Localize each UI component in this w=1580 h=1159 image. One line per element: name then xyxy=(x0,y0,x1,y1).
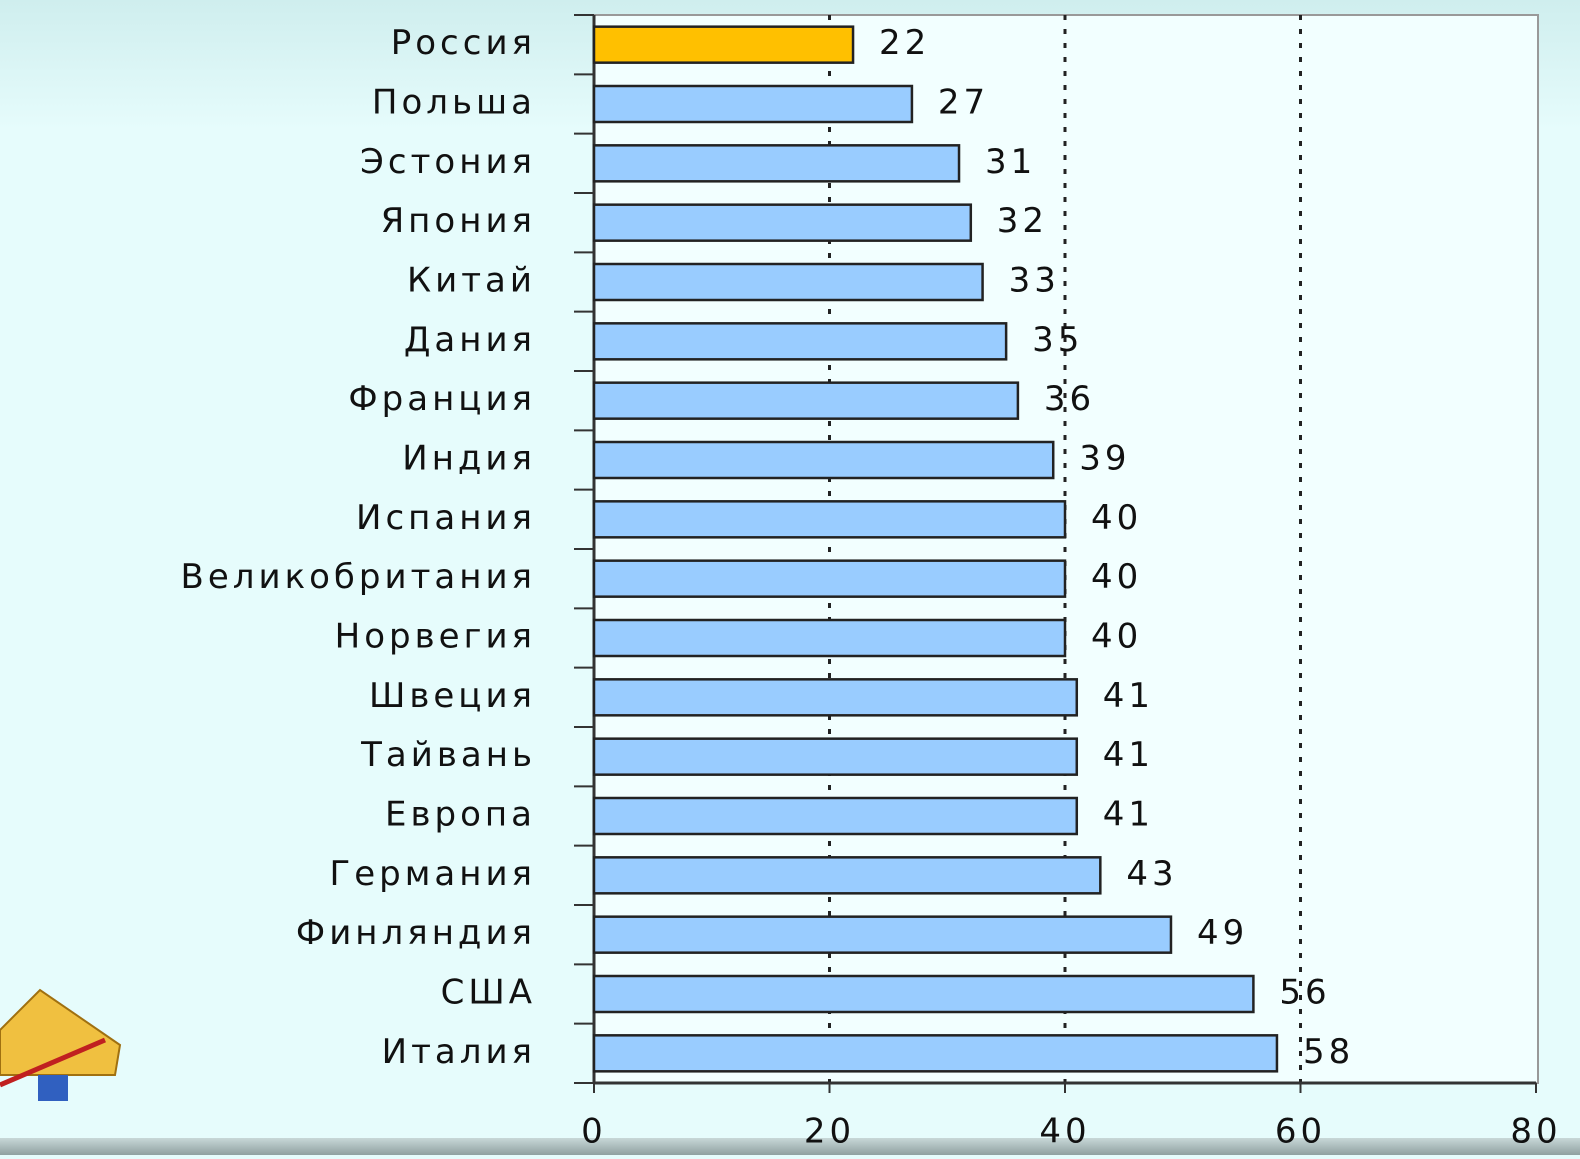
bar xyxy=(592,25,855,64)
bar xyxy=(592,559,1067,598)
value-label: 40 xyxy=(1091,498,1142,538)
bar xyxy=(592,381,1020,420)
y-tick-label: Франция xyxy=(348,379,536,419)
x-tick-label: 60 xyxy=(1275,1112,1326,1152)
value-label: 41 xyxy=(1103,735,1154,775)
y-tick-label: Швеция xyxy=(369,676,536,716)
value-label: 43 xyxy=(1126,854,1177,894)
value-label: 33 xyxy=(1009,261,1060,301)
footer-band xyxy=(0,1138,1580,1155)
bar xyxy=(592,262,984,302)
value-label: 40 xyxy=(1091,557,1142,597)
y-tick-label: Испания xyxy=(356,498,536,538)
y-tick-label: Тайвань xyxy=(360,735,536,775)
y-tick-label: Индия xyxy=(402,439,536,479)
value-label: 27 xyxy=(938,83,989,123)
bar xyxy=(592,974,1255,1014)
bar xyxy=(592,500,1067,539)
bar xyxy=(592,796,1079,836)
bar xyxy=(592,203,973,242)
bar xyxy=(592,915,1173,954)
y-tick-label: Эстония xyxy=(360,142,536,182)
value-label: 49 xyxy=(1197,913,1248,953)
bar xyxy=(592,84,914,124)
value-label: 56 xyxy=(1279,973,1330,1013)
bar xyxy=(592,678,1079,717)
y-tick-label: Великобритания xyxy=(181,557,536,597)
value-label: 39 xyxy=(1079,439,1130,479)
x-tick-label: 20 xyxy=(804,1112,855,1152)
y-tick-label: Россия xyxy=(391,23,536,63)
y-tick-label: Китай xyxy=(407,261,536,301)
value-label: 41 xyxy=(1103,795,1154,835)
bar xyxy=(592,144,961,183)
value-label: 41 xyxy=(1103,676,1154,716)
y-tick-label: Финляндия xyxy=(296,913,536,953)
y-tick-label: Дания xyxy=(404,320,536,360)
value-label: 36 xyxy=(1044,379,1095,419)
bar xyxy=(592,322,1008,361)
bar xyxy=(592,440,1055,480)
x-tick-label: 40 xyxy=(1039,1112,1090,1152)
bar xyxy=(592,737,1079,776)
bar xyxy=(592,856,1102,895)
y-tick-label: Германия xyxy=(330,854,537,894)
y-tick-label: Япония xyxy=(381,201,536,241)
x-tick-label: 80 xyxy=(1510,1112,1561,1152)
chart-layer: 0 20 40 60 80 Россия 22 Польша 27 Эстония 31 Япония… xyxy=(181,14,1561,1152)
value-label: 22 xyxy=(879,23,930,63)
y-tick-label: Италия xyxy=(382,1032,536,1072)
y-tick-label: Норвегия xyxy=(335,617,536,657)
y-tick-label: Европа xyxy=(385,795,536,835)
bar xyxy=(592,618,1067,658)
decoration xyxy=(0,988,122,1101)
bar xyxy=(592,1034,1279,1073)
value-label: 31 xyxy=(985,142,1036,182)
value-label: 58 xyxy=(1303,1032,1354,1072)
value-label: 35 xyxy=(1032,320,1083,360)
y-tick-label: Польша xyxy=(372,83,536,123)
value-label: 40 xyxy=(1091,617,1142,657)
x-tick-label: 0 xyxy=(581,1112,607,1152)
y-tick-label: США xyxy=(441,973,536,1013)
value-label: 32 xyxy=(997,201,1048,241)
